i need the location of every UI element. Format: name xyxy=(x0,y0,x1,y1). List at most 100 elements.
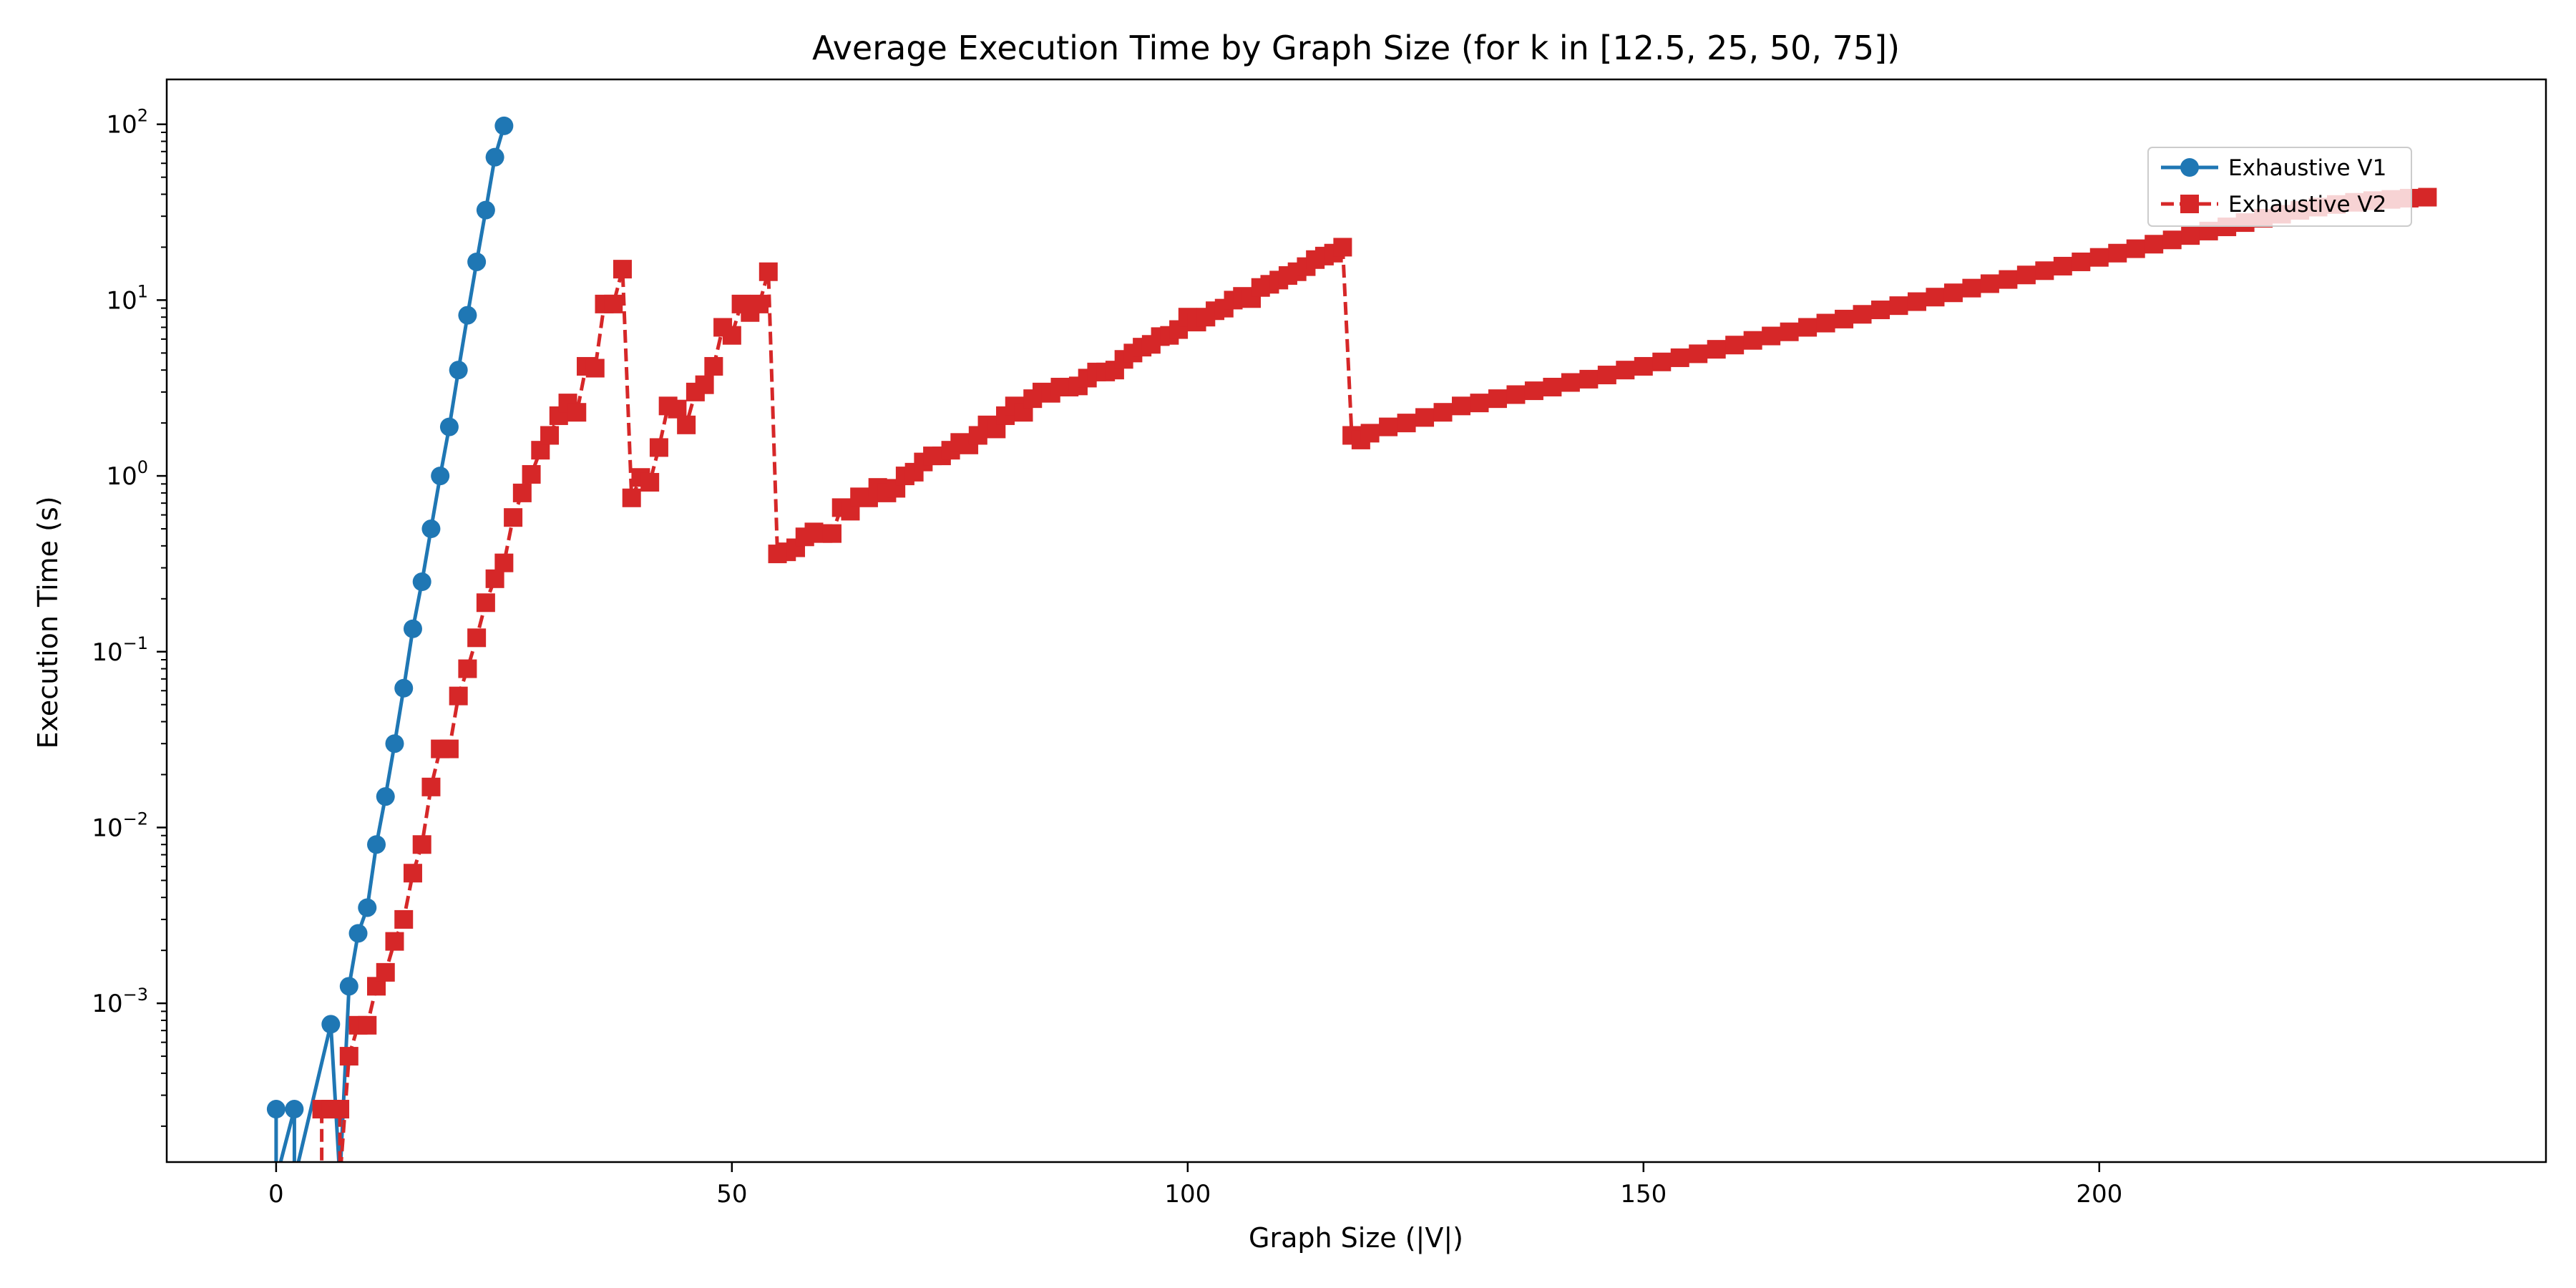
data-point xyxy=(822,524,841,543)
data-point xyxy=(358,1015,377,1035)
data-point xyxy=(421,777,441,796)
data-point xyxy=(2108,243,2127,263)
data-point xyxy=(2016,265,2036,285)
data-point xyxy=(1379,417,1398,436)
data-point xyxy=(640,472,660,492)
x-tick-label: 200 xyxy=(2076,1180,2122,1209)
series-line xyxy=(320,195,2428,1162)
data-point xyxy=(1579,369,1599,389)
chart-title: Average Execution Time by Graph Size (fo… xyxy=(812,29,1900,67)
data-point xyxy=(458,659,477,678)
x-axis-label: Graph Size (|V|) xyxy=(1249,1222,1463,1254)
data-point xyxy=(1543,377,1562,396)
data-point xyxy=(2181,226,2200,245)
data-point xyxy=(2035,261,2054,280)
data-point xyxy=(1452,396,1471,416)
data-point xyxy=(1597,366,1616,385)
data-point xyxy=(1652,352,1672,371)
data-point xyxy=(1707,340,1726,359)
data-point xyxy=(376,787,395,806)
data-point xyxy=(1943,283,1963,303)
data-point xyxy=(403,864,422,883)
data-point xyxy=(512,483,532,502)
series-1 xyxy=(266,116,514,1189)
data-point xyxy=(348,924,368,943)
data-point xyxy=(1962,278,1981,298)
data-point xyxy=(1889,296,1908,316)
data-point xyxy=(758,262,778,281)
data-point xyxy=(1561,373,1580,392)
data-point xyxy=(1360,424,1380,443)
data-point xyxy=(321,1015,341,1034)
legend-entry: Exhaustive V2 xyxy=(2161,192,2386,218)
data-point xyxy=(567,403,587,422)
legend-entry: Exhaustive V1 xyxy=(2161,155,2386,181)
data-point xyxy=(1780,322,1799,341)
data-point xyxy=(2072,252,2091,271)
data-point xyxy=(376,962,395,982)
legend-label: Exhaustive V2 xyxy=(2228,192,2386,218)
data-point xyxy=(1835,309,1854,328)
data-point xyxy=(2089,248,2109,267)
data-point xyxy=(412,572,431,591)
data-point xyxy=(622,488,641,507)
data-point xyxy=(439,417,459,436)
data-point xyxy=(1488,389,1507,409)
y-axis-label: Execution Time (s) xyxy=(32,496,64,748)
y-tick-label: 10−3 xyxy=(92,985,148,1018)
y-tick-label: 102 xyxy=(106,106,148,140)
legend-label: Exhaustive V1 xyxy=(2228,155,2386,181)
data-point xyxy=(2418,187,2437,207)
data-point xyxy=(1853,305,1872,324)
data-point xyxy=(1725,336,1745,355)
y-tick-label: 10−2 xyxy=(92,809,148,842)
data-point xyxy=(613,260,632,279)
data-point xyxy=(1798,318,1818,337)
series-line xyxy=(274,125,506,1162)
data-point xyxy=(467,252,487,271)
data-point xyxy=(331,1170,349,1189)
axes: 0 50 100 150 200 10−3 10−2 10−1 100 101 102 xyxy=(92,106,2122,1209)
data-point xyxy=(1470,394,1489,413)
data-point xyxy=(1816,313,1835,333)
data-point xyxy=(522,464,541,484)
data-point xyxy=(540,426,560,445)
data-point xyxy=(412,835,431,854)
legend: Exhaustive V1 Exhaustive V2 xyxy=(2147,147,2412,227)
data-point xyxy=(1980,274,1999,293)
y-tick-label: 101 xyxy=(106,281,148,315)
data-point xyxy=(339,977,358,996)
data-point xyxy=(1999,270,2018,289)
data-point xyxy=(1762,326,1781,346)
data-point xyxy=(449,686,468,706)
data-point xyxy=(1616,361,1635,380)
legend-marker xyxy=(2180,195,2199,213)
data-point xyxy=(2162,230,2182,250)
data-point xyxy=(285,1170,303,1189)
data-point xyxy=(394,909,414,929)
data-point xyxy=(339,1047,358,1066)
data-point xyxy=(403,619,422,638)
data-point xyxy=(695,375,714,394)
data-point xyxy=(1506,385,1526,404)
data-point xyxy=(2126,239,2145,258)
data-point xyxy=(367,835,386,854)
data-point xyxy=(1689,344,1708,364)
data-point xyxy=(722,326,741,345)
data-point xyxy=(1926,288,1945,307)
data-point xyxy=(485,147,504,167)
x-tick-label: 150 xyxy=(1620,1180,1667,1209)
data-point xyxy=(458,306,477,325)
data-point xyxy=(2145,235,2164,254)
data-point xyxy=(1333,238,1352,257)
data-point xyxy=(285,1100,304,1119)
series-2 xyxy=(312,187,2437,1189)
data-point xyxy=(431,467,450,486)
data-point xyxy=(494,553,514,572)
x-tick-label: 0 xyxy=(268,1180,284,1209)
x-tick-label: 50 xyxy=(716,1180,747,1209)
data-point xyxy=(385,734,404,753)
data-point xyxy=(649,438,668,457)
data-point xyxy=(421,519,441,539)
data-point xyxy=(494,116,514,135)
